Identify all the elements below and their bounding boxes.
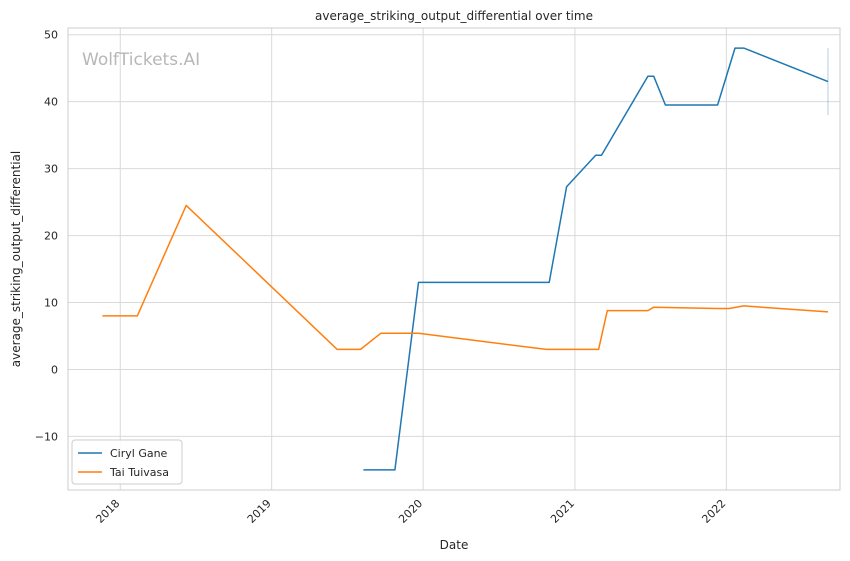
y-axis-title: average_striking_output_differential (9, 151, 23, 367)
y-tick-label: 10 (44, 297, 58, 310)
chart-title: average_striking_output_differential ove… (315, 9, 593, 23)
y-tick-label: 0 (51, 363, 58, 376)
y-tick-label: 40 (44, 96, 58, 109)
legend-label-ciryl-gane: Ciryl Gane (110, 447, 168, 460)
x-axis-title: Date (440, 538, 469, 552)
plot-frame (67, 27, 841, 491)
watermark: WolfTickets.AI (82, 50, 200, 70)
series-line-tai-tuivasa (102, 204, 829, 351)
series-layer (102, 47, 829, 471)
legend-label-tai-tuivasa: Tai Tuivasa (109, 466, 169, 479)
gridlines (68, 28, 840, 490)
y-tick-label: 50 (44, 29, 58, 42)
y-tick-label: 20 (44, 230, 58, 243)
plot-area (68, 28, 840, 490)
y-tick-label: −10 (35, 430, 58, 443)
legend-box (71, 439, 183, 485)
series-line-ciryl-gane (363, 47, 829, 471)
legend: Ciryl Gane Tai Tuivasa (71, 439, 183, 485)
y-tick-label: 30 (44, 163, 58, 176)
